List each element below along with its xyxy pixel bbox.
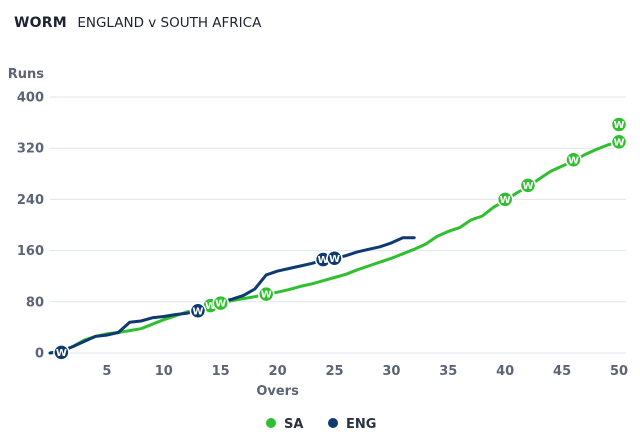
wicket-label: W bbox=[318, 255, 329, 266]
chart-subtitle: ENGLAND v SOUTH AFRICA bbox=[77, 15, 262, 31]
y-tick-label-0: 0 bbox=[35, 347, 44, 362]
wicket-marker-eng-1[interactable]: W bbox=[53, 344, 70, 361]
x-tick-label-5: 5 bbox=[102, 364, 111, 379]
legend-swatch-sa bbox=[266, 418, 276, 428]
y-tick-label-240: 240 bbox=[17, 193, 44, 208]
y-tick-label-320: 320 bbox=[17, 142, 44, 157]
wicket-marker-sa-9[interactable]: W bbox=[610, 116, 628, 133]
wicket-label: W bbox=[500, 195, 511, 206]
legend-swatch-eng bbox=[328, 418, 338, 428]
series-line-eng bbox=[48, 236, 416, 355]
x-tick-label-30: 30 bbox=[382, 364, 400, 379]
wicket-circle bbox=[212, 294, 229, 312]
wicket-label: W bbox=[205, 301, 216, 312]
wicket-marker-sa-7[interactable]: W bbox=[565, 151, 582, 168]
wicket-circle bbox=[519, 177, 537, 194]
wicket-circle bbox=[257, 285, 275, 303]
wicket-label: W bbox=[613, 137, 624, 148]
wicket-circle bbox=[610, 133, 628, 151]
wicket-label: W bbox=[56, 348, 67, 359]
y-axis-label: Runs bbox=[8, 67, 45, 82]
x-tick-label-25: 25 bbox=[325, 364, 343, 379]
wicket-marker-sa-5[interactable]: W bbox=[496, 191, 514, 208]
wicket-circle bbox=[496, 191, 514, 208]
wicket-marker-sa-4[interactable]: W bbox=[257, 285, 275, 303]
wicket-label: W bbox=[215, 299, 226, 310]
wicket-label: W bbox=[261, 290, 272, 301]
wicket-marker-sa-6[interactable]: W bbox=[519, 177, 537, 194]
y-tick-label-160: 160 bbox=[17, 244, 44, 259]
wicket-circle bbox=[326, 250, 343, 267]
chart-header: WORM ENGLAND v SOUTH AFRICA bbox=[14, 15, 261, 31]
wicket-marker-sa-8[interactable]: W bbox=[610, 133, 628, 151]
legend-label-eng: ENG bbox=[346, 417, 376, 432]
y-tick-label-400: 400 bbox=[17, 91, 44, 106]
wicket-label: W bbox=[192, 306, 203, 317]
x-axis-label: Overs bbox=[256, 384, 299, 399]
chart-title: WORM bbox=[14, 15, 67, 31]
wicket-label: W bbox=[329, 254, 340, 265]
legend-item-sa[interactable]: SA bbox=[266, 417, 303, 432]
x-tick-label-40: 40 bbox=[496, 364, 514, 379]
wicket-label: W bbox=[568, 155, 579, 166]
wicket-circle bbox=[565, 151, 582, 168]
wicket-marker-eng-4[interactable]: W bbox=[326, 250, 343, 267]
legend-item-eng[interactable]: ENG bbox=[328, 417, 376, 432]
x-tick-label-50: 50 bbox=[610, 364, 628, 379]
wicket-label: W bbox=[522, 181, 533, 192]
y-tick-label-80: 80 bbox=[26, 295, 44, 310]
wicket-circle bbox=[189, 302, 207, 320]
legend-label-sa: SA bbox=[284, 417, 303, 432]
wicket-marker-eng-2[interactable]: W bbox=[189, 302, 207, 320]
x-tick-label-35: 35 bbox=[439, 364, 457, 379]
wicket-circle bbox=[610, 116, 628, 133]
x-tick-label-10: 10 bbox=[155, 364, 173, 379]
x-tick-label-45: 45 bbox=[553, 364, 571, 379]
x-tick-label-20: 20 bbox=[269, 364, 287, 379]
wicket-marker-sa-3[interactable]: W bbox=[212, 294, 229, 312]
x-tick-label-15: 15 bbox=[212, 364, 230, 379]
wicket-circle bbox=[53, 344, 70, 361]
wicket-label: W bbox=[613, 120, 624, 131]
